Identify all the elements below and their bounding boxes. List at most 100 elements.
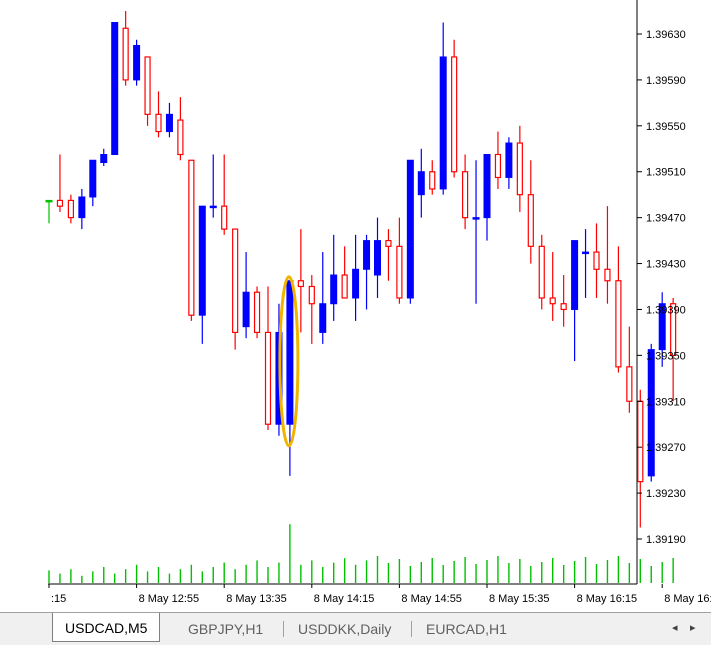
candle bbox=[396, 217, 403, 304]
candle-body bbox=[177, 119, 184, 156]
time-tick-label: 8 May 16:55 bbox=[664, 593, 711, 605]
candle-body bbox=[615, 280, 622, 368]
candle bbox=[341, 246, 348, 299]
candle-body bbox=[221, 205, 228, 230]
tab-eurcad-h1[interactable]: EURCAD,H1 bbox=[426, 621, 507, 637]
candle-body bbox=[165, 113, 173, 133]
candle bbox=[198, 205, 206, 344]
candle-body bbox=[133, 44, 141, 81]
candle bbox=[363, 234, 371, 310]
candle-body bbox=[308, 285, 315, 305]
price-tick-label: 1.39310 bbox=[646, 396, 686, 408]
candle-body bbox=[67, 199, 75, 219]
price-tick-label: 1.39430 bbox=[646, 259, 686, 271]
candle-body bbox=[352, 268, 360, 299]
candle-body bbox=[100, 154, 108, 164]
candle bbox=[221, 154, 228, 235]
price-tick-label: 1.39230 bbox=[646, 488, 686, 500]
candle-body bbox=[78, 196, 86, 219]
candle bbox=[527, 160, 534, 264]
candle-body bbox=[560, 303, 567, 311]
candle bbox=[133, 39, 141, 86]
candle bbox=[615, 246, 622, 373]
candle bbox=[374, 217, 381, 298]
tab-scroll-left-icon[interactable]: ◂ bbox=[672, 622, 678, 634]
candle bbox=[472, 160, 480, 304]
time-tick-label: :15 bbox=[51, 593, 66, 605]
candle bbox=[429, 160, 436, 195]
candle-body bbox=[571, 240, 579, 310]
candle bbox=[111, 22, 119, 156]
candle bbox=[549, 252, 556, 321]
candle-body bbox=[626, 366, 633, 402]
candle bbox=[78, 188, 86, 230]
candle bbox=[242, 252, 250, 339]
tab-usddkk-daily[interactable]: USDDKK,Daily bbox=[298, 621, 392, 637]
candle bbox=[451, 39, 458, 178]
tab-usdcad-m5[interactable]: USDCAD,M5 bbox=[52, 613, 161, 642]
candle bbox=[406, 159, 414, 304]
candle bbox=[188, 159, 195, 321]
candle-body bbox=[45, 199, 53, 203]
candle-body bbox=[406, 159, 414, 299]
candle-body bbox=[417, 171, 425, 196]
price-tick-label: 1.39270 bbox=[646, 442, 686, 454]
price-tick-label: 1.39630 bbox=[646, 29, 686, 41]
candle-body bbox=[429, 171, 436, 190]
candle bbox=[505, 137, 513, 189]
candle-body bbox=[286, 280, 294, 425]
candle-body bbox=[505, 142, 513, 178]
time-axis: :15 8 May 12:55 8 May 13:35 8 May 14:15 8 Ma… bbox=[48, 584, 711, 605]
candle-body bbox=[330, 274, 338, 305]
candle-body bbox=[374, 240, 381, 276]
candle-body bbox=[604, 268, 611, 282]
candle bbox=[177, 97, 184, 161]
price-tick-label: 1.39470 bbox=[646, 213, 686, 225]
candle-body bbox=[363, 240, 371, 270]
price-chart[interactable]: 1.39630 1.39590 1.39550 1.39510 1.39470 1.394… bbox=[0, 0, 711, 610]
candle-body bbox=[451, 56, 458, 173]
candle bbox=[308, 275, 315, 344]
candle-body bbox=[232, 228, 239, 334]
candle-body bbox=[319, 303, 327, 333]
candle-body bbox=[439, 56, 447, 190]
candle bbox=[604, 206, 611, 304]
candle bbox=[264, 286, 272, 430]
time-tick-label: 8 May 15:35 bbox=[489, 593, 550, 605]
tab-gbpjpy-h1[interactable]: GBPJPY,H1 bbox=[188, 621, 264, 637]
highlight-ellipse bbox=[278, 275, 300, 448]
candle bbox=[209, 154, 217, 218]
candle-body bbox=[472, 217, 480, 220]
candle-body bbox=[144, 56, 151, 115]
tab-scroll-right-icon[interactable]: ▸ bbox=[690, 622, 696, 634]
candle bbox=[165, 102, 173, 138]
candle bbox=[330, 234, 338, 321]
candle-body bbox=[549, 297, 556, 305]
candle bbox=[494, 131, 502, 189]
candle-body bbox=[582, 251, 590, 255]
candle bbox=[658, 292, 666, 367]
candlestick-chart[interactable]: 1.39630 1.39590 1.39550 1.39510 1.39470 1.394… bbox=[0, 0, 711, 610]
candle bbox=[89, 159, 97, 207]
candle-body bbox=[385, 239, 392, 247]
candle-body bbox=[538, 245, 545, 299]
candle-body bbox=[658, 303, 666, 351]
candle bbox=[647, 343, 655, 482]
time-tick-label: 8 May 13:35 bbox=[226, 593, 287, 605]
candle bbox=[417, 148, 425, 218]
candle-body bbox=[297, 280, 304, 288]
candle bbox=[352, 234, 360, 321]
candle-body bbox=[89, 159, 97, 198]
candle bbox=[232, 228, 239, 350]
candle-body bbox=[494, 153, 502, 179]
candle-body bbox=[122, 27, 129, 81]
price-tick-label: 1.39350 bbox=[646, 350, 686, 362]
candle bbox=[516, 125, 523, 212]
candle-body bbox=[593, 251, 600, 270]
candle-body bbox=[198, 205, 206, 316]
candle-body bbox=[462, 171, 469, 219]
candle-body bbox=[253, 291, 261, 334]
candle-body bbox=[483, 154, 491, 219]
candle-body bbox=[209, 205, 217, 209]
candle bbox=[45, 199, 53, 224]
